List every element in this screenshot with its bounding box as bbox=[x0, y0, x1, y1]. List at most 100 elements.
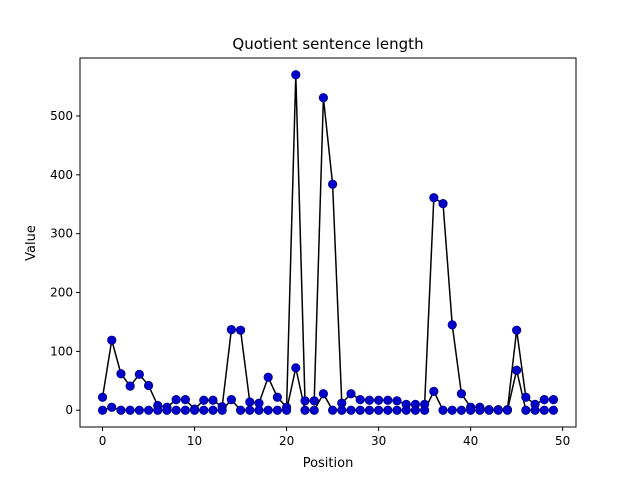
series-1-point bbox=[107, 335, 117, 345]
y-tick-label: 300 bbox=[50, 227, 73, 241]
series-1-point bbox=[548, 395, 559, 405]
x-axis-label: Position bbox=[303, 456, 354, 471]
series-2-point bbox=[143, 405, 154, 415]
series-2-point bbox=[125, 405, 135, 415]
series-2-point bbox=[171, 405, 181, 415]
x-tick-label: 20 bbox=[279, 434, 294, 448]
series-1-point bbox=[171, 395, 181, 405]
plot-area bbox=[97, 70, 559, 415]
y-tick-label: 200 bbox=[50, 286, 73, 300]
series-2-point bbox=[512, 365, 522, 375]
series-2-point bbox=[364, 405, 375, 415]
series-2-point bbox=[502, 405, 513, 415]
series-2-point bbox=[189, 405, 200, 415]
series-2-point bbox=[327, 405, 338, 415]
series-2-point bbox=[208, 405, 218, 415]
series-1-point bbox=[272, 392, 282, 402]
series-1-point bbox=[392, 396, 402, 406]
series-2-point bbox=[254, 405, 264, 415]
series-2-point bbox=[263, 405, 273, 415]
x-tick-label: 40 bbox=[463, 434, 478, 448]
series-2-point bbox=[383, 405, 393, 415]
y-tick-label: 100 bbox=[50, 344, 73, 358]
y-axis-label: Value bbox=[24, 225, 39, 261]
series-2-point bbox=[493, 405, 503, 415]
series-1-point bbox=[438, 199, 448, 209]
series-2-point bbox=[420, 405, 430, 415]
series-2-point bbox=[226, 395, 236, 405]
series-2-point bbox=[346, 405, 356, 415]
series-2-point bbox=[116, 405, 126, 415]
series-1-point bbox=[429, 193, 439, 203]
series-1-point bbox=[235, 325, 246, 335]
series-1-point bbox=[245, 397, 255, 407]
x-tick-label: 0 bbox=[99, 434, 107, 448]
series-1-point bbox=[539, 395, 549, 405]
y-tick-label: 400 bbox=[50, 168, 73, 182]
series-2-point bbox=[272, 405, 282, 415]
series-2-point bbox=[475, 405, 485, 415]
series-2-point bbox=[374, 405, 384, 415]
series-2-point bbox=[281, 405, 292, 415]
series-2-point bbox=[466, 405, 476, 415]
series-2-point bbox=[153, 405, 163, 415]
axes-frame bbox=[79, 57, 577, 428]
series-2-point bbox=[401, 405, 411, 415]
series-1-point bbox=[208, 395, 218, 405]
x-axis: 0 10 20 30 40 50 bbox=[99, 427, 570, 448]
series-2-point bbox=[392, 405, 402, 415]
series-1-point bbox=[355, 395, 365, 405]
series-1-point bbox=[346, 389, 356, 399]
series-2-point bbox=[199, 405, 209, 415]
series-2-point bbox=[245, 405, 255, 415]
series-1-point bbox=[374, 395, 384, 405]
series-2-point bbox=[217, 405, 227, 415]
series-2-point bbox=[97, 405, 108, 415]
series-2-point bbox=[539, 405, 549, 415]
series-1-point bbox=[364, 395, 375, 405]
series-1-point bbox=[309, 396, 319, 406]
series-2-point bbox=[291, 363, 301, 373]
series-2-point bbox=[429, 386, 439, 396]
series-1-point bbox=[180, 395, 190, 405]
series-2-point bbox=[447, 405, 457, 415]
series-2-point bbox=[300, 405, 310, 415]
series-1-point bbox=[456, 389, 467, 399]
series-1-point bbox=[383, 395, 393, 405]
series-1-point bbox=[521, 392, 531, 402]
x-tick-label: 10 bbox=[187, 434, 202, 448]
series-2-point bbox=[456, 405, 467, 415]
series-2-point bbox=[235, 405, 246, 415]
series-1-point bbox=[512, 325, 522, 335]
series-1-point bbox=[199, 395, 209, 405]
series-2-point bbox=[355, 405, 365, 415]
series-1-point bbox=[116, 369, 126, 379]
series-1-point bbox=[226, 324, 236, 335]
series-2-point bbox=[484, 405, 494, 415]
series-1-point bbox=[447, 320, 457, 330]
series-2-point bbox=[530, 405, 540, 415]
series-2-point bbox=[134, 405, 144, 415]
series-1-point bbox=[263, 372, 273, 382]
x-tick-label: 30 bbox=[371, 434, 386, 448]
chart-title: Quotient sentence length bbox=[232, 35, 423, 53]
series-1-point bbox=[327, 179, 338, 189]
series-2-point bbox=[438, 405, 448, 415]
series-2-point bbox=[180, 405, 190, 415]
y-axis: 0 100 200 300 400 500 bbox=[50, 109, 80, 417]
series-1-point bbox=[318, 93, 328, 103]
series-2-point bbox=[548, 405, 559, 415]
series-1-point bbox=[97, 392, 108, 402]
series-2-point bbox=[309, 405, 319, 415]
series-1-point bbox=[143, 380, 154, 391]
series-1-point bbox=[125, 381, 135, 391]
series-2-point bbox=[107, 402, 117, 412]
series-2-point bbox=[521, 405, 531, 415]
series-1-point bbox=[134, 369, 144, 379]
series-1-point bbox=[291, 70, 301, 80]
series-2-point bbox=[318, 389, 328, 399]
series-2-point bbox=[162, 405, 172, 415]
series-2-point bbox=[337, 405, 347, 415]
y-tick-label: 0 bbox=[65, 403, 73, 417]
